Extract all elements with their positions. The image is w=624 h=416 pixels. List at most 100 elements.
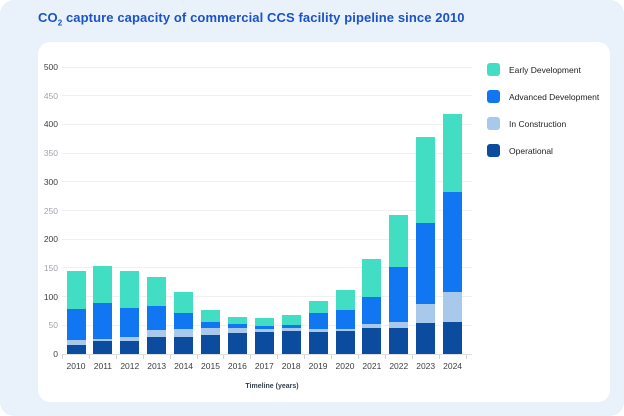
- bar-segment-2013-early: [147, 277, 167, 307]
- x-tick-mark: [115, 355, 117, 359]
- y-tick-label-450: 450: [43, 90, 58, 101]
- y-tick-label-500: 500: [43, 62, 58, 72]
- y-tick-label-250: 250: [43, 205, 58, 216]
- x-tick-label-2011: 2011: [93, 361, 113, 371]
- page-title-prefix: CO: [38, 10, 58, 25]
- bar-segment-2019-operational: [308, 332, 328, 354]
- bar-segment-2018-construction: [281, 327, 301, 332]
- bar-segment-2012-construction: [120, 336, 140, 341]
- legend-label-advanced: Advanced Development: [509, 91, 600, 102]
- x-tick-mark: [196, 355, 198, 359]
- bar-segment-2012-operational: [120, 340, 140, 354]
- y-tick-label-400: 400: [43, 119, 58, 130]
- bar-segment-2019-construction: [308, 329, 328, 333]
- bar-segment-2019-early: [308, 300, 328, 314]
- bar-segment-2013-construction: [147, 330, 167, 338]
- x-tick-mark: [223, 355, 225, 359]
- bar-segment-2015-operational: [201, 335, 220, 354]
- gridline-400: [62, 123, 472, 125]
- x-tick-mark: [438, 355, 440, 359]
- x-tick-mark: [384, 355, 386, 359]
- bar-segment-2017-early: [254, 318, 274, 327]
- gridline-450: [62, 95, 472, 97]
- gridline-150: [62, 267, 472, 269]
- x-tick-mark: [142, 355, 144, 359]
- bar-segment-2016-early: [227, 316, 247, 324]
- bar-segment-2023-operational: [416, 323, 436, 354]
- x-tick-label-2016: 2016: [227, 361, 247, 371]
- bar-2015: [201, 310, 220, 354]
- bar-segment-2024-advanced: [443, 191, 463, 293]
- x-tick-mark: [357, 355, 359, 359]
- legend-swatch-early: [487, 63, 500, 76]
- bar-segment-2016-advanced: [227, 323, 247, 329]
- gridline-300: [62, 181, 472, 183]
- bar-segment-2021-advanced: [362, 296, 382, 325]
- bar-segment-2010-early: [66, 270, 86, 309]
- legend-swatch-construction: [487, 117, 500, 130]
- bar-segment-2021-construction: [362, 324, 382, 329]
- legend-swatch-operational: [487, 144, 500, 157]
- bar-segment-2010-advanced: [66, 308, 86, 340]
- legend-item-operational: Operational: [487, 144, 553, 157]
- bar-segment-2013-operational: [147, 337, 167, 354]
- legend-item-advanced: Advanced Development: [487, 90, 599, 103]
- x-tick-label-2018: 2018: [281, 361, 301, 371]
- bar-2011: [93, 266, 113, 354]
- bar-segment-2016-construction: [227, 328, 247, 333]
- x-tick-label-2013: 2013: [147, 361, 167, 371]
- legend-item-early: Early Development: [487, 63, 581, 76]
- bar-2021: [362, 259, 382, 354]
- bar-2020: [335, 290, 355, 354]
- bar-2023: [416, 137, 436, 354]
- bar-segment-2014-advanced: [174, 313, 194, 330]
- bar-segment-2020-operational: [335, 331, 355, 354]
- legend-label-early: Early Development: [509, 64, 581, 75]
- bar-2016: [227, 316, 247, 354]
- page-title: CO2 capture capacity of commercial CCS f…: [38, 10, 465, 28]
- bar-segment-2018-early: [281, 315, 301, 325]
- bar-segment-2017-operational: [254, 332, 274, 354]
- bar-segment-2023-early: [416, 137, 436, 223]
- x-axis-line: [62, 354, 472, 355]
- bar-2022: [389, 215, 409, 354]
- gridline-350: [62, 152, 472, 154]
- bar-segment-2012-advanced: [120, 308, 140, 337]
- legend-item-construction: In Construction: [487, 117, 566, 130]
- gridline-200: [62, 238, 472, 240]
- bar-2018: [281, 315, 301, 354]
- bar-segment-2022-early: [389, 215, 409, 268]
- x-tick-label-2012: 2012: [120, 361, 140, 371]
- bar-segment-2010-operational: [66, 345, 86, 354]
- bar-segment-2014-operational: [174, 336, 194, 354]
- bar-segment-2023-advanced: [416, 222, 436, 304]
- bar-segment-2024-operational: [443, 321, 463, 354]
- y-tick-label-50: 50: [48, 320, 58, 331]
- x-tick-mark: [250, 355, 252, 359]
- bar-segment-2015-advanced: [201, 322, 220, 328]
- x-tick-label-2021: 2021: [362, 361, 382, 371]
- bar-segment-2010-construction: [66, 339, 86, 346]
- gridline-500: [62, 66, 472, 68]
- x-tick-label-2017: 2017: [254, 361, 274, 371]
- page-title-subscript: 2: [57, 18, 63, 28]
- y-tick-label-100: 100: [43, 291, 58, 302]
- x-tick-label-2019: 2019: [308, 361, 328, 371]
- bar-segment-2018-operational: [281, 331, 301, 354]
- y-tick-label-300: 300: [43, 176, 58, 187]
- bar-2019: [308, 300, 328, 354]
- bar-segment-2016-operational: [227, 332, 247, 354]
- bar-segment-2013-advanced: [147, 306, 167, 331]
- bar-segment-2021-operational: [362, 328, 382, 354]
- bar-segment-2024-early: [443, 114, 463, 192]
- x-tick-label-2023: 2023: [416, 361, 436, 371]
- bar-2014: [174, 292, 194, 354]
- bar-segment-2014-early: [174, 292, 194, 314]
- x-tick-label-2014: 2014: [174, 361, 194, 371]
- y-tick-label-0: 0: [53, 349, 58, 359]
- bar-segment-2015-early: [201, 310, 220, 323]
- bar-segment-2022-advanced: [389, 267, 409, 323]
- page-title-rest: capture capacity of commercial CCS facil…: [62, 10, 465, 25]
